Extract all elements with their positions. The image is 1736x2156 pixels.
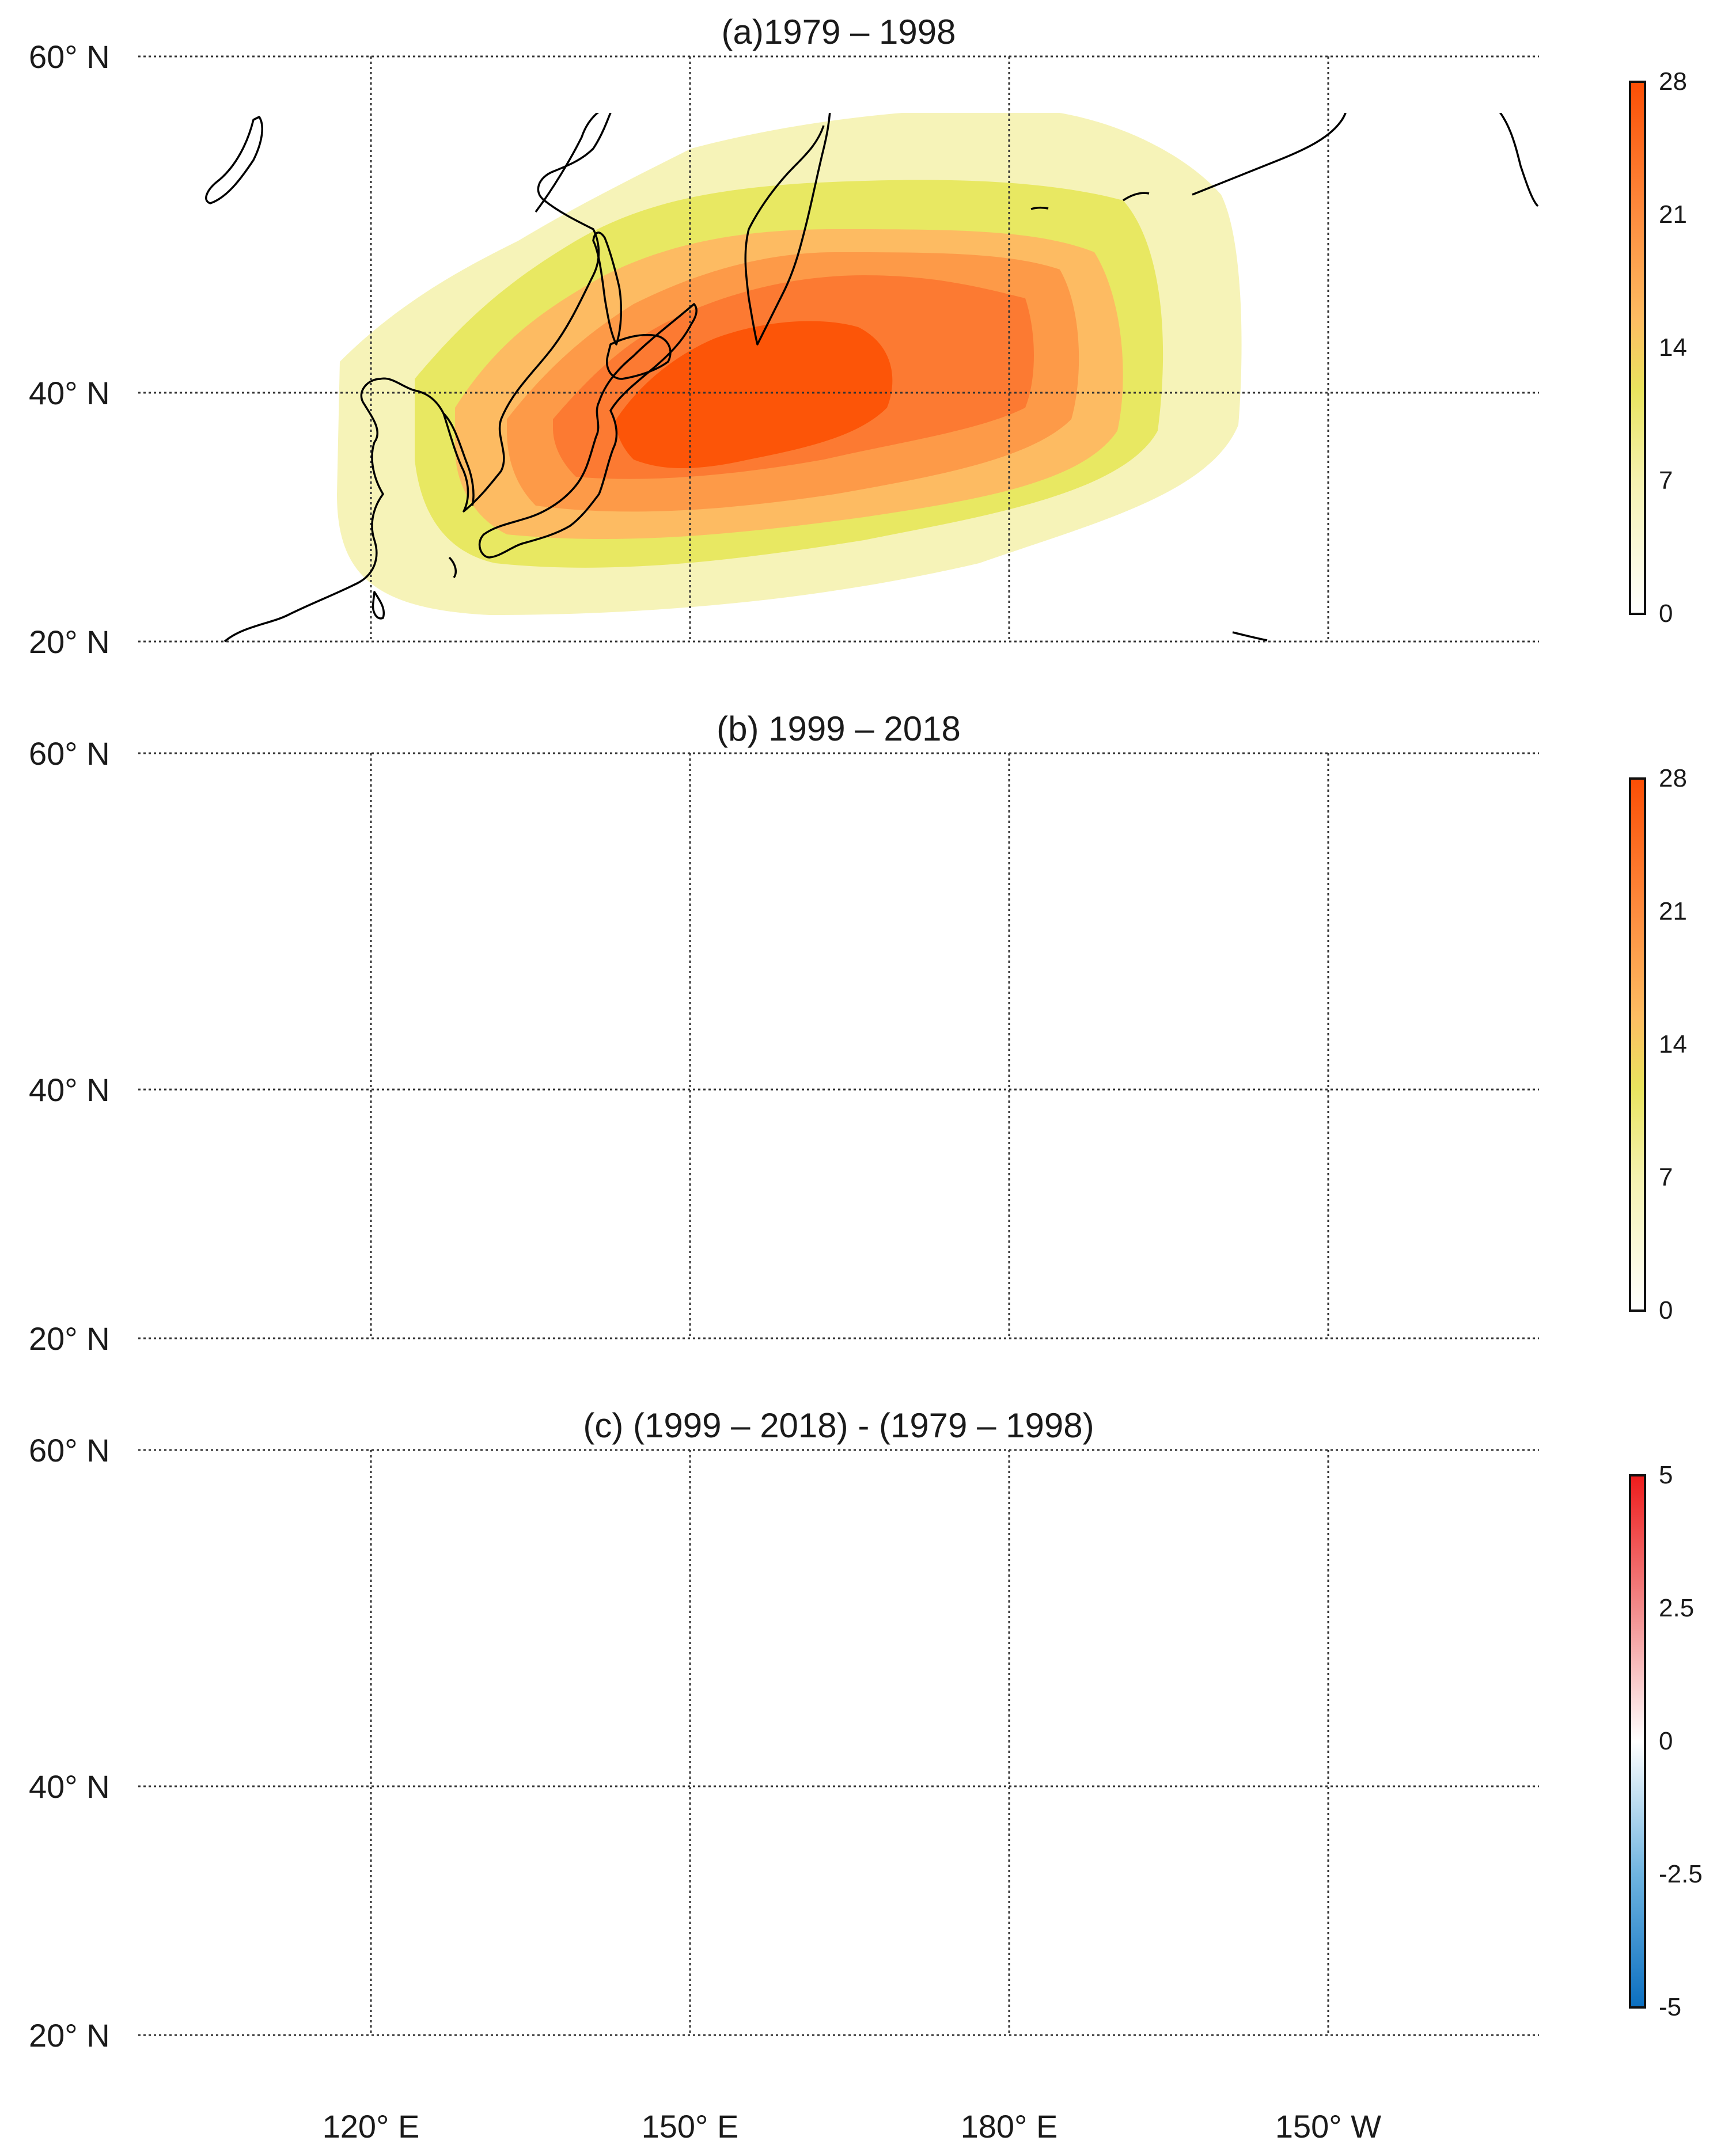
panel-c-cb-tick-neg-2-5: -2.5: [1659, 1860, 1703, 1888]
panel-b-colorbar: 28 21 14 7 0: [1629, 764, 1687, 1324]
panel-c: (c) (1999 – 2018) - (1979 – 1998): [29, 1406, 1703, 2053]
anomaly-neg-center: [778, 1605, 881, 1778]
panel-c-cb-tick-0: 0: [1659, 1727, 1673, 1755]
contour-21-28: [616, 321, 893, 468]
anomaly-neg-west: [369, 1519, 507, 1680]
anomaly-pos-south: [697, 1865, 835, 1968]
panel-b-cb-tick-21: 21: [1659, 897, 1687, 925]
contour-10-14: [455, 920, 1135, 1242]
panel-a-cb-tick-0: 0: [1659, 599, 1673, 628]
panel-c-graticule: [137, 1449, 1540, 2036]
panel-a-cb-tick-7: 7: [1659, 466, 1673, 495]
lon-label-180e: 180° E: [961, 2108, 1058, 2144]
contour-7-10: [415, 871, 1180, 1270]
contour-14-17: [501, 943, 1090, 1214]
panel-c-coastline: [206, 1450, 1538, 2035]
contour-21-28: [605, 1014, 898, 1171]
panel-b-field: [334, 799, 1261, 1319]
anomaly-pos-central: [789, 1807, 962, 1934]
panel-b-lat-20: 20° N: [29, 1320, 110, 1357]
panel-a-colorbar: 28 21 14 7 0: [1629, 67, 1687, 628]
panel-b-graticule: [137, 752, 1540, 1339]
panel-a: (a)1979 – 1998 60° N 40° N 20° N 28: [29, 13, 1687, 660]
panel-a-lat-40: 40° N: [29, 375, 110, 411]
lon-labels: 120° E 150° E 180° E 150° W: [323, 2108, 1382, 2144]
panel-b-cb-tick-7: 7: [1659, 1163, 1673, 1191]
anomaly-neutral-gap: [737, 1767, 875, 1836]
panel-a-field: [337, 113, 1242, 615]
panel-c-cb-tick-2-5: 2.5: [1659, 1594, 1694, 1622]
anomaly-base: [236, 1491, 1451, 2010]
lon-label-120e: 120° E: [323, 2108, 420, 2144]
panel-c-lat-20: 20° N: [29, 2017, 110, 2053]
lon-label-150w: 150° W: [1275, 2108, 1381, 2144]
anomaly-pos-lower-band: [374, 1824, 1123, 1997]
panel-b-lat-60: 60° N: [29, 735, 110, 772]
panel-c-lat-60: 60° N: [29, 1432, 110, 1468]
lon-label-150e: 150° E: [642, 2108, 739, 2144]
anomaly-pos-japan: [467, 1703, 720, 1934]
panel-b-title: (b) 1999 – 2018: [717, 709, 961, 748]
panel-b-cb-tick-28: 28: [1659, 764, 1687, 792]
anomaly-neg-top: [691, 1479, 1037, 1652]
panel-b-lat-40: 40° N: [29, 1072, 110, 1108]
panel-a-title: (a)1979 – 1998: [722, 13, 956, 51]
panel-b: (b) 1999 – 2018 60° N 40° N 20° N 28: [29, 709, 1687, 1357]
panel-a-lat-60: 60° N: [29, 39, 110, 75]
panel-a-cb-tick-21: 21: [1659, 200, 1687, 229]
panel-a-cb-tick-14: 14: [1659, 333, 1687, 362]
panel-c-field: [236, 1479, 1451, 2010]
anomaly-pos-japan-core: [553, 1807, 657, 1899]
panel-a-lat-20: 20° N: [29, 624, 110, 660]
anomaly-neg-center-core: [806, 1663, 847, 1732]
panel-b-cb-tick-0: 0: [1659, 1296, 1673, 1324]
panel-c-cb-tick-5: 5: [1659, 1461, 1673, 1489]
panel-b-coastline: [206, 753, 1538, 1338]
panel-c-title: (c) (1999 – 2018) - (1979 – 1998): [583, 1406, 1094, 1445]
panel-c-colorbar: 5 2.5 0 -2.5 -5: [1629, 1461, 1703, 2021]
contour-0-7: [334, 799, 1261, 1319]
contour-17-21: [541, 966, 1022, 1176]
panel-c-lat-40: 40° N: [29, 1768, 110, 1805]
anomaly-pos-broad-west: [259, 1531, 490, 1945]
anomaly-pos-dateline-core: [945, 1801, 1014, 1893]
anomaly-pos-dateline: [910, 1634, 1071, 1934]
panel-b-cb-tick-14: 14: [1659, 1030, 1687, 1058]
panel-a-cb-tick-28: 28: [1659, 67, 1687, 96]
panel-c-cb-tick-neg-5: -5: [1659, 1993, 1681, 2021]
anomaly-pos-broad-east: [1025, 1508, 1302, 1945]
